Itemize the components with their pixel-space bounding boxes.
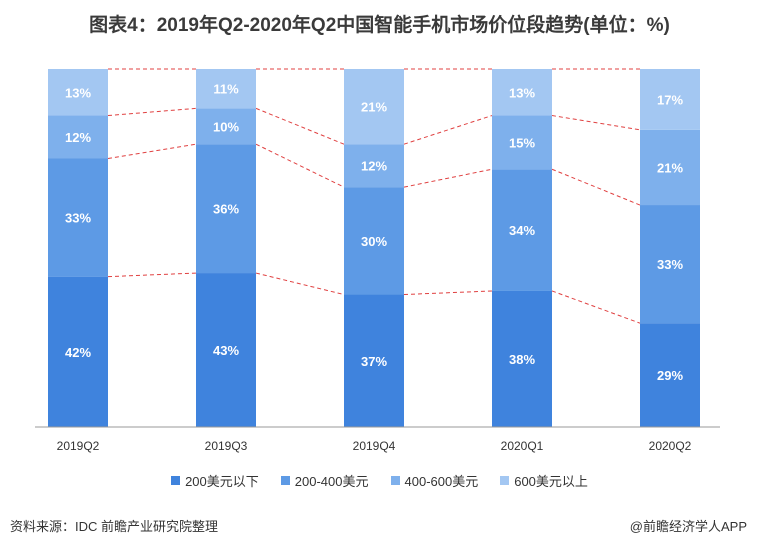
legend-label-0: 200美元以下: [185, 474, 259, 489]
data-label-2020Q1-series-3: 13%: [509, 85, 535, 100]
bar-2019Q3-series-0: [196, 273, 256, 427]
x-axis-tick-labels: 2019Q2 2019Q3 2019Q4 2020Q1 2020Q2: [57, 439, 692, 453]
bar-2019Q4-series-3: [344, 69, 404, 145]
data-label-2019Q2-series-3: 13%: [65, 85, 91, 100]
legend-item-1: 200-400美元: [280, 471, 369, 490]
bar-2019Q4-series-1: [344, 187, 404, 295]
data-label-2020Q1-series-0: 38%: [509, 352, 535, 367]
legend-swatch-3: [500, 476, 510, 485]
connector-0-1: [107, 143, 197, 159]
bar-2019Q2-series-1: [48, 158, 108, 277]
legend: 200美元以下 200-400美元 400-600美元 600美元以上: [0, 471, 759, 490]
data-label-2019Q4-series-3: 21%: [361, 100, 387, 115]
data-label-2019Q2-series-0: 42%: [65, 345, 91, 360]
data-label-2020Q2-series-0: 29%: [657, 368, 683, 383]
legend-label-1: 200-400美元: [294, 474, 369, 489]
connector-1-1: [255, 143, 345, 188]
connector-2-1: [403, 168, 493, 188]
bar-2020Q1-series-0: [492, 290, 552, 427]
legend-label-2: 400-600美元: [404, 474, 479, 489]
bar-2019Q2-series-0: [48, 276, 108, 427]
data-label-2019Q3-series-3: 11%: [213, 82, 239, 97]
data-label-2020Q2-series-3: 17%: [657, 92, 683, 107]
connector-2-0: [403, 290, 493, 296]
data-label-2019Q3-series-2: 10%: [213, 119, 239, 134]
bar-2020Q2-series-3: [640, 69, 700, 130]
data-label-2020Q2-series-2: 21%: [657, 160, 683, 175]
connector-3-1: [551, 168, 641, 206]
legend-item-3: 600美元以上: [500, 471, 588, 490]
bar-2020Q2-series-0: [640, 323, 700, 427]
legend-label-3: 600美元以上: [514, 474, 588, 489]
data-label-2019Q3-series-1: 36%: [213, 202, 239, 217]
bar-value-labels: 42% 33% 12% 13% 43% 36% 10% 11% 37% 30% 12% 21% 38% 3…: [65, 82, 683, 383]
source-note: 资料来源：IDC 前瞻产业研究院整理: [10, 519, 219, 534]
data-label-2019Q3-series-0: 43%: [213, 343, 239, 358]
data-label-2019Q4-series-2: 12%: [361, 159, 387, 174]
tick-label-2019Q3: 2019Q3: [205, 439, 248, 453]
bar-segments: [48, 69, 700, 427]
bar-2019Q3-series-2: [196, 108, 256, 145]
brand-credit: @前瞻经济学人APP: [629, 519, 747, 534]
legend-item-2: 400-600美元: [390, 471, 479, 490]
bar-2019Q2-series-3: [48, 69, 108, 116]
data-label-2019Q4-series-0: 37%: [361, 354, 387, 369]
connector-0-0: [107, 272, 197, 278]
bar-2019Q4-series-2: [344, 144, 404, 188]
connector-1-0: [255, 272, 345, 296]
bar-2019Q4-series-0: [344, 294, 404, 427]
connector-3-0: [551, 290, 641, 324]
legend-swatch-2: [390, 476, 400, 485]
data-label-2019Q2-series-2: 12%: [65, 130, 91, 145]
bar-2019Q3-series-1: [196, 144, 256, 274]
legend-swatch-0: [171, 476, 181, 485]
bar-2020Q2-series-2: [640, 129, 700, 206]
legend-item-0: 200美元以下: [171, 471, 259, 490]
data-label-2020Q2-series-1: 33%: [657, 257, 683, 272]
tick-label-2020Q2: 2020Q2: [649, 439, 692, 453]
tick-label-2019Q4: 2019Q4: [353, 439, 396, 453]
data-label-2020Q1-series-2: 15%: [509, 135, 535, 150]
connector-2-2: [403, 115, 493, 145]
chart-title: 图表4：2019年Q2-2020年Q2中国智能手机市场价位段趋势(单位：%): [89, 15, 670, 36]
data-label-2019Q2-series-1: 33%: [65, 211, 91, 226]
bar-2019Q2-series-2: [48, 115, 108, 159]
tick-label-2019Q2: 2019Q2: [57, 439, 100, 453]
connector-lines: [107, 68, 641, 324]
data-label-2020Q1-series-1: 34%: [509, 223, 535, 238]
connector-3-2: [551, 115, 641, 131]
connector-0-2: [107, 107, 197, 117]
connector-1-2: [255, 107, 345, 145]
legend-swatch-1: [280, 476, 290, 485]
bar-2020Q1-series-2: [492, 115, 552, 170]
bar-2020Q1-series-1: [492, 169, 552, 291]
tick-label-2020Q1: 2020Q1: [501, 439, 544, 453]
bar-2020Q1-series-3: [492, 69, 552, 116]
bar-2020Q2-series-1: [640, 205, 700, 324]
data-label-2019Q4-series-1: 30%: [361, 234, 387, 249]
bar-2019Q3-series-3: [196, 69, 256, 109]
